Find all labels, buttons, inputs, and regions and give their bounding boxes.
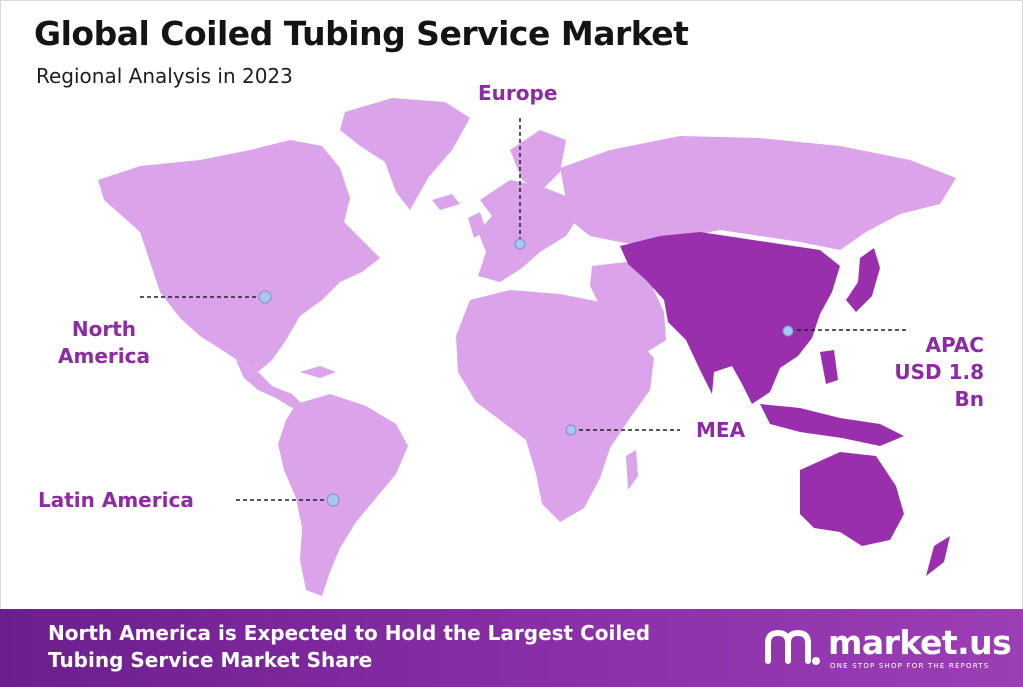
japan-shape (846, 248, 880, 312)
north-america-shape (98, 140, 380, 372)
brand-name: market.us (828, 623, 1012, 662)
new-zealand-shape (926, 536, 950, 576)
brand-tagline: ONE STOP SHOP FOR THE REPORTS (830, 662, 990, 670)
europe-marker (514, 238, 526, 250)
region-markers (258, 238, 794, 507)
central-america-shape (236, 360, 302, 408)
europe-label: Europe (478, 81, 558, 105)
world-map (98, 98, 956, 596)
north-america-marker (258, 290, 272, 304)
apac-highlight (620, 232, 950, 576)
footer-banner: North America is Expected to Hold the La… (0, 609, 1023, 687)
apac-value: USD 1.8 Bn (894, 360, 984, 411)
greenland-shape (340, 98, 470, 210)
land-masses (98, 98, 956, 596)
latin-america-marker (326, 493, 340, 507)
south-america-shape (278, 394, 408, 596)
page-subtitle: Regional Analysis in 2023 (36, 64, 293, 88)
market-us-icon (765, 629, 820, 665)
north-asia-shape (560, 136, 956, 250)
africa-shape (456, 290, 654, 522)
north-america-label: North America (58, 317, 150, 368)
brand-logo: market.us ONE STOP SHOP FOR THE REPORTS (762, 623, 1012, 673)
philippines-shape (820, 350, 838, 384)
southeast-asia-shape (760, 404, 904, 446)
mea-label: MEA (696, 418, 746, 442)
latin-america-label: Latin America (38, 488, 194, 512)
madagascar-shape (626, 450, 638, 490)
footer-text: North America is Expected to Hold the La… (48, 621, 651, 672)
australia-shape (800, 452, 904, 546)
page-title: Global Coiled Tubing Service Market (34, 14, 689, 53)
europe-shape (478, 180, 580, 282)
iceland-shape (432, 194, 460, 210)
scandinavia-shape (510, 130, 566, 192)
caribbean-shape (300, 366, 336, 378)
apac-name: APAC (925, 333, 984, 357)
leader-lines (140, 118, 908, 501)
apac-label: APAC USD 1.8 Bn (872, 332, 984, 413)
middle-east-shape (590, 262, 666, 354)
apac-marker (782, 325, 794, 337)
uk-shape (468, 212, 486, 238)
mea-marker (565, 424, 577, 436)
east-asia-shape (620, 232, 840, 404)
